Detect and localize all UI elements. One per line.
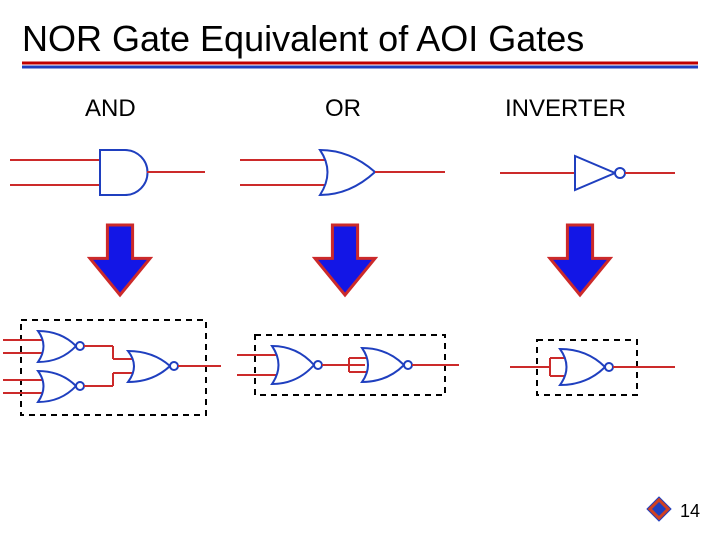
label-or: OR xyxy=(325,95,361,123)
label-inverter: INVERTER xyxy=(505,95,626,123)
arrow-1 xyxy=(87,222,153,300)
arrow-2 xyxy=(312,222,378,300)
footer-diamond-icon xyxy=(646,496,672,522)
or-nor-equiv xyxy=(237,330,462,410)
label-and: AND xyxy=(85,95,136,123)
and-gate xyxy=(10,140,210,210)
title-underline xyxy=(22,61,702,71)
page-title: NOR Gate Equivalent of AOI Gates xyxy=(22,18,584,60)
not-gate xyxy=(500,148,680,208)
page-number: 14 xyxy=(680,501,700,522)
and-nor-equiv xyxy=(3,315,223,425)
or-gate xyxy=(240,140,450,210)
arrow-3 xyxy=(547,222,613,300)
not-nor-equiv xyxy=(510,335,680,405)
